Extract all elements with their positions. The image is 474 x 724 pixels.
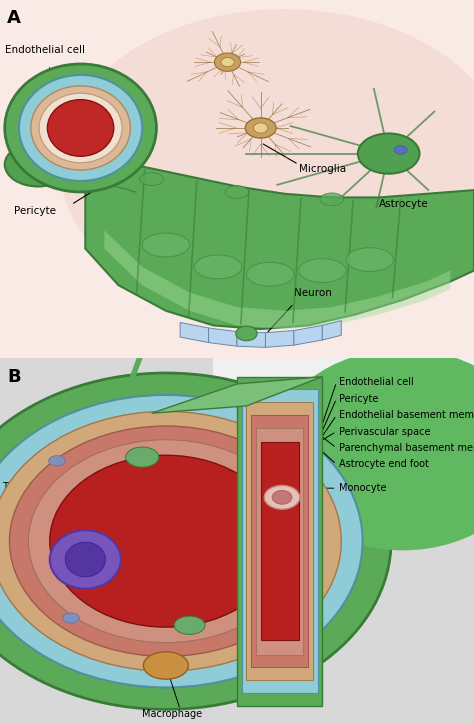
Ellipse shape bbox=[174, 616, 205, 634]
Text: Neuron: Neuron bbox=[294, 288, 332, 298]
Text: Perivascular space: Perivascular space bbox=[339, 426, 430, 437]
Ellipse shape bbox=[50, 455, 282, 627]
Polygon shape bbox=[256, 428, 303, 654]
Ellipse shape bbox=[394, 146, 407, 154]
Ellipse shape bbox=[246, 262, 294, 286]
Ellipse shape bbox=[28, 439, 303, 643]
Ellipse shape bbox=[320, 193, 344, 206]
Ellipse shape bbox=[59, 9, 474, 320]
Ellipse shape bbox=[243, 631, 260, 641]
Polygon shape bbox=[261, 442, 299, 640]
Text: Macrophage: Macrophage bbox=[142, 709, 202, 719]
Ellipse shape bbox=[254, 123, 268, 133]
Ellipse shape bbox=[264, 485, 300, 509]
Ellipse shape bbox=[140, 173, 164, 185]
Text: Astrocyte: Astrocyte bbox=[379, 198, 429, 209]
Text: Monocyte: Monocyte bbox=[339, 483, 386, 493]
Ellipse shape bbox=[48, 455, 65, 466]
Polygon shape bbox=[209, 328, 237, 346]
Polygon shape bbox=[251, 415, 308, 668]
Polygon shape bbox=[265, 331, 294, 348]
Text: T cell: T cell bbox=[2, 482, 28, 492]
Ellipse shape bbox=[19, 75, 142, 181]
Ellipse shape bbox=[0, 411, 341, 671]
Ellipse shape bbox=[0, 395, 363, 688]
Ellipse shape bbox=[273, 349, 474, 550]
Ellipse shape bbox=[47, 100, 114, 156]
Ellipse shape bbox=[50, 530, 121, 589]
Ellipse shape bbox=[0, 373, 391, 710]
Ellipse shape bbox=[236, 326, 257, 341]
Ellipse shape bbox=[238, 441, 255, 451]
Ellipse shape bbox=[358, 133, 419, 174]
FancyBboxPatch shape bbox=[0, 0, 474, 366]
Ellipse shape bbox=[346, 248, 393, 272]
Polygon shape bbox=[104, 230, 450, 329]
Polygon shape bbox=[180, 322, 209, 342]
Ellipse shape bbox=[246, 118, 276, 138]
Polygon shape bbox=[294, 325, 322, 345]
Text: Pericyte: Pericyte bbox=[339, 394, 378, 403]
Polygon shape bbox=[213, 358, 474, 523]
Polygon shape bbox=[322, 321, 341, 340]
Polygon shape bbox=[237, 332, 265, 348]
Polygon shape bbox=[152, 376, 322, 413]
Ellipse shape bbox=[126, 447, 159, 467]
Text: Endothelial basement membrane: Endothelial basement membrane bbox=[339, 410, 474, 420]
Ellipse shape bbox=[299, 258, 346, 282]
Text: Endothelial cell: Endothelial cell bbox=[5, 45, 85, 55]
FancyBboxPatch shape bbox=[0, 358, 474, 724]
Ellipse shape bbox=[5, 143, 71, 187]
Text: Microglia: Microglia bbox=[299, 164, 346, 174]
Ellipse shape bbox=[225, 185, 249, 198]
Polygon shape bbox=[246, 403, 313, 680]
Text: Endothelial cell: Endothelial cell bbox=[339, 377, 414, 387]
Text: Astrocyte end foot: Astrocyte end foot bbox=[339, 460, 429, 469]
Text: Parenchymal basement membrane: Parenchymal basement membrane bbox=[339, 443, 474, 453]
Ellipse shape bbox=[9, 426, 322, 657]
Polygon shape bbox=[237, 376, 322, 706]
Ellipse shape bbox=[17, 153, 30, 161]
Text: Pericyte: Pericyte bbox=[14, 206, 56, 216]
Text: A: A bbox=[7, 9, 21, 27]
Ellipse shape bbox=[63, 613, 80, 623]
Ellipse shape bbox=[144, 652, 189, 679]
Ellipse shape bbox=[221, 58, 234, 67]
Ellipse shape bbox=[214, 53, 240, 71]
Text: B: B bbox=[7, 368, 21, 385]
Ellipse shape bbox=[39, 93, 122, 163]
Ellipse shape bbox=[5, 64, 156, 192]
Polygon shape bbox=[85, 153, 474, 329]
Ellipse shape bbox=[142, 233, 190, 257]
Ellipse shape bbox=[31, 86, 130, 170]
Ellipse shape bbox=[272, 490, 292, 504]
Ellipse shape bbox=[65, 542, 106, 577]
Ellipse shape bbox=[194, 255, 242, 279]
Polygon shape bbox=[242, 390, 318, 693]
